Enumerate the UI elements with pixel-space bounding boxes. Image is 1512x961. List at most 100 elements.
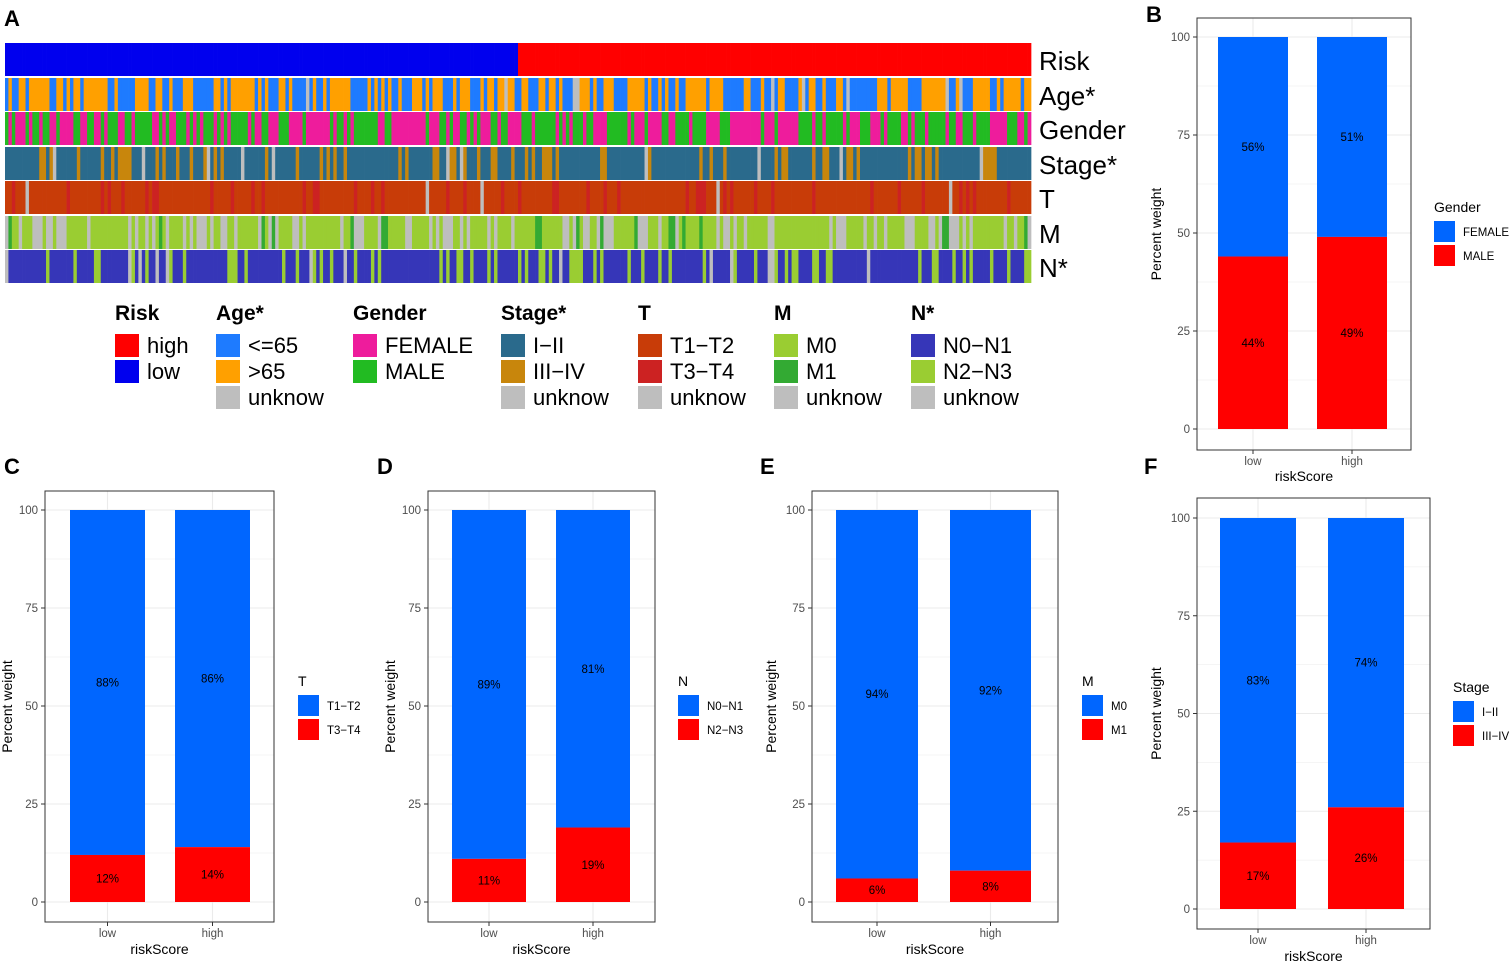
heatmap-cell — [415, 147, 420, 180]
heatmap-cell — [254, 147, 259, 180]
heatmap-cell — [196, 216, 201, 249]
heatmap-cell — [182, 181, 187, 214]
heatmap-cell — [689, 112, 693, 145]
heatmap-cell — [924, 216, 929, 249]
heatmap-cell — [432, 216, 437, 249]
legend-swatch — [353, 360, 377, 383]
heatmap-cell — [367, 147, 372, 180]
heatmap-cell — [613, 43, 618, 76]
heatmap-cell — [552, 216, 556, 249]
heatmap-cell — [866, 216, 871, 249]
heatmap-cell — [240, 78, 245, 111]
heatmap-cell — [473, 147, 478, 180]
heatmap-cell — [962, 78, 967, 111]
heatmap-cell — [538, 181, 543, 214]
heatmap-cell — [247, 78, 252, 111]
heatmap-cell — [753, 112, 758, 145]
heatmap-cell — [340, 147, 344, 180]
heatmap-cell — [500, 43, 505, 76]
heatmap-cell — [227, 181, 232, 214]
heatmap-cell — [610, 78, 615, 111]
heatmap-cell — [911, 147, 916, 180]
heatmap-cell — [93, 112, 98, 145]
heatmap-cell — [795, 250, 799, 283]
heatmap-cell — [555, 78, 560, 111]
heatmap-cell — [986, 181, 991, 214]
data-label-upper: 88% — [96, 677, 119, 689]
heatmap-cell — [244, 112, 249, 145]
heatmap-cell — [996, 216, 1001, 249]
heatmap-cell — [524, 43, 529, 76]
heatmap-cell — [627, 147, 632, 180]
heatmap-cell — [620, 43, 625, 76]
heatmap-cell — [531, 43, 536, 76]
heatmap-cell — [788, 43, 792, 76]
heatmap-cell — [213, 112, 218, 145]
heatmap-cell — [839, 112, 844, 145]
heatmap-cell — [425, 216, 430, 249]
heatmap-cell — [432, 147, 437, 180]
heatmap-row-label: M — [1039, 219, 1061, 249]
y-tick-label: 0 — [1184, 904, 1190, 916]
heatmap-cell — [559, 216, 563, 249]
heatmap-cell — [176, 43, 180, 76]
heatmap-cell — [189, 43, 194, 76]
heatmap-cell — [767, 112, 772, 145]
heatmap-cell — [162, 216, 167, 249]
heatmap-cell — [93, 216, 98, 249]
heatmap-cell — [822, 216, 827, 249]
heatmap-cell — [73, 147, 78, 180]
heatmap-cell — [93, 43, 98, 76]
heatmap-cell — [877, 216, 881, 249]
heatmap-cell — [42, 181, 47, 214]
heatmap-cell — [432, 78, 437, 111]
heatmap-cell — [931, 147, 936, 180]
heatmap-cell — [637, 181, 642, 214]
heatmap-cell — [593, 216, 598, 249]
heatmap-cell — [641, 250, 645, 283]
heatmap-cell — [408, 78, 413, 111]
heatmap-cell — [476, 43, 481, 76]
heatmap-cell — [1007, 250, 1011, 283]
heatmap-cell — [124, 181, 129, 214]
heatmap-cell — [589, 147, 594, 180]
heatmap-cell — [596, 112, 601, 145]
heatmap-cell — [111, 112, 115, 145]
heatmap-cell — [155, 250, 160, 283]
heatmap-cell — [39, 43, 43, 76]
heatmap-cell — [753, 43, 758, 76]
heatmap-cell — [220, 147, 225, 180]
heatmap-cell — [134, 181, 139, 214]
heatmap-cell — [630, 43, 635, 76]
heatmap-row-age — [5, 78, 1032, 111]
heatmap-cell — [504, 181, 509, 214]
heatmap-cell — [199, 216, 204, 249]
heatmap-cell — [723, 181, 727, 214]
heatmap-cell — [976, 78, 981, 111]
heatmap-cell — [565, 43, 570, 76]
heatmap-cell — [244, 216, 249, 249]
heatmap-cell — [771, 112, 775, 145]
heatmap-cell — [264, 43, 269, 76]
heatmap-cell — [562, 181, 567, 214]
heatmap-cell — [935, 181, 940, 214]
heatmap-cell — [435, 78, 440, 111]
data-label-lower: 14% — [201, 870, 224, 882]
heatmap-cell — [429, 216, 433, 249]
heatmap-cell — [470, 78, 474, 111]
heatmap-cell — [169, 216, 173, 249]
legend-label: M1 — [1111, 725, 1127, 737]
heatmap-cell — [220, 43, 225, 76]
heatmap-cell — [90, 250, 95, 283]
heatmap-cell — [983, 216, 987, 249]
heatmap-cell — [316, 250, 320, 283]
heatmap-cell — [870, 43, 875, 76]
heatmap-cell — [593, 43, 598, 76]
y-axis-title: Percent weight — [1148, 667, 1164, 760]
heatmap-cell — [668, 250, 673, 283]
heatmap-cell — [955, 112, 960, 145]
heatmap-cell — [230, 147, 235, 180]
heatmap-cell — [275, 250, 279, 283]
heatmap-cell — [5, 250, 9, 283]
heatmap-cell — [692, 147, 697, 180]
